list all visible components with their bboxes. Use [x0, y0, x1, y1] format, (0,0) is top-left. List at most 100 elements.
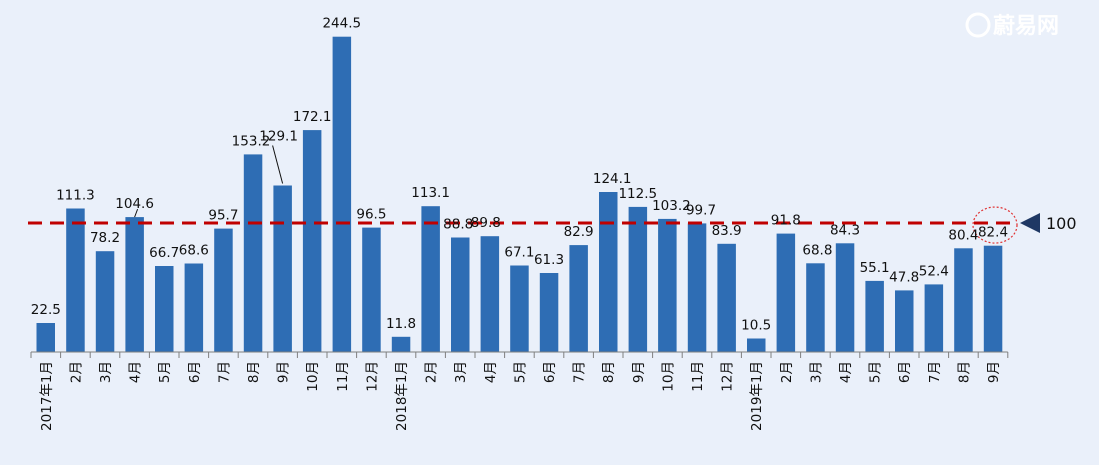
bar-22	[687, 223, 707, 352]
value-label-13: 113.1	[411, 185, 450, 201]
x-tick-label-0: 2017年1月	[39, 361, 55, 431]
bar-31	[954, 248, 973, 352]
bar-4	[155, 266, 174, 352]
value-label-6: 95.7	[208, 208, 238, 224]
bar-20	[628, 206, 648, 352]
bar-11	[362, 227, 381, 352]
bar-25	[776, 233, 796, 352]
bar-3	[125, 217, 144, 352]
x-axis	[30, 351, 1009, 358]
x-tick-label-14: 3月	[453, 361, 469, 383]
reference-line-label: 100	[1046, 214, 1077, 233]
bar-0	[36, 323, 55, 352]
bar-7	[243, 154, 263, 352]
reference-line-group: 100	[28, 206, 1077, 244]
x-tick-label-4: 5月	[157, 361, 173, 383]
watermark-text: 蔚易网	[993, 14, 1059, 39]
value-label-21: 103.2	[652, 198, 691, 214]
bar-12	[391, 336, 411, 352]
x-tick-label-24: 2019年1月	[749, 361, 765, 431]
x-tick-labels: 2017年1月 2月 3月 4月 5月 6月 7月 8月 9月 10月 11月 12月 2018年1月 2…	[39, 361, 1002, 431]
value-label-19: 124.1	[593, 171, 632, 187]
e-logo-icon	[965, 12, 991, 38]
value-label-31: 80.4	[948, 227, 978, 243]
bar-14	[451, 237, 470, 352]
bar-8	[273, 185, 292, 352]
bar-1	[66, 208, 85, 352]
x-tick-label-3: 4月	[128, 361, 144, 383]
value-label-16: 67.1	[504, 245, 534, 261]
bars-layer	[36, 36, 1003, 352]
bar-2	[95, 251, 115, 352]
bar-9	[302, 130, 322, 352]
bar-19	[599, 192, 618, 352]
reference-marker-icon	[1020, 213, 1040, 234]
value-label-8: 129.1	[259, 129, 298, 145]
bar-16	[510, 265, 529, 352]
bar-13	[421, 206, 440, 352]
x-tick-label-8: 9月	[276, 361, 292, 383]
bar-29	[895, 290, 914, 352]
value-label-2: 78.2	[90, 230, 120, 246]
value-label-11: 96.5	[356, 207, 386, 223]
bar-21	[658, 218, 677, 352]
value-label-32: 82.4	[978, 225, 1008, 241]
x-tick-label-31: 8月	[956, 361, 972, 383]
bar-6	[214, 228, 233, 352]
x-tick-label-29: 6月	[897, 361, 913, 383]
bar-10	[332, 36, 352, 352]
x-tick-label-5: 6月	[187, 361, 203, 383]
x-tick-label-7: 8月	[246, 361, 262, 383]
bar-18	[569, 245, 588, 352]
x-tick-label-32: 9月	[986, 361, 1002, 383]
x-tick-label-18: 7月	[572, 361, 588, 383]
x-tick-label-21: 10月	[660, 361, 676, 392]
x-tick-label-25: 2月	[779, 361, 795, 383]
x-tick-label-10: 11月	[335, 361, 351, 392]
x-tick-label-1: 2月	[68, 361, 84, 383]
value-label-17: 61.3	[534, 252, 564, 268]
bar-17	[539, 273, 559, 352]
watermark: 蔚易网	[965, 12, 1059, 39]
x-tick-label-23: 12月	[720, 361, 736, 392]
value-label-26: 68.8	[802, 242, 832, 258]
x-tick-label-15: 4月	[483, 361, 499, 383]
bar-26	[806, 263, 825, 352]
label-leader-line	[272, 145, 284, 184]
highlight-circle	[972, 206, 1018, 244]
x-tick-label-17: 6月	[542, 361, 558, 383]
x-tick-label-28: 5月	[868, 361, 884, 383]
value-label-29: 47.8	[889, 269, 919, 285]
value-label-7: 153.2	[232, 133, 271, 149]
x-tick-label-2: 3月	[98, 361, 114, 383]
label-leader-line	[134, 208, 139, 218]
value-label-20: 112.5	[618, 186, 657, 202]
value-label-27: 84.3	[830, 222, 860, 238]
bar-24	[747, 338, 766, 352]
bar-15	[480, 236, 500, 352]
value-label-5: 68.6	[179, 243, 209, 259]
bar-28	[865, 280, 884, 352]
value-label-9: 172.1	[293, 109, 332, 125]
value-label-15: 89.8	[471, 215, 501, 231]
value-label-10: 244.5	[322, 16, 361, 32]
bar-23	[717, 243, 736, 352]
x-tick-label-9: 10月	[305, 361, 321, 392]
bar-5	[184, 263, 204, 352]
bar-32	[983, 245, 1003, 352]
value-label-18: 82.9	[564, 224, 594, 240]
value-label-4: 66.7	[149, 245, 179, 261]
value-label-3: 104.6	[115, 196, 154, 212]
x-tick-label-12: 2018年1月	[394, 361, 410, 431]
value-labels: 22.5 111.3 78.2 104.6 66.7 68.6 95.7 153.2129.1…	[31, 16, 1008, 334]
value-label-14: 88.8	[443, 217, 473, 233]
value-label-22: 99.7	[686, 202, 716, 218]
value-label-28: 55.1	[860, 260, 890, 276]
value-label-23: 83.9	[712, 223, 742, 239]
x-tick-label-26: 3月	[808, 361, 824, 383]
x-tick-label-13: 2月	[424, 361, 440, 383]
x-tick-label-27: 4月	[838, 361, 854, 383]
x-tick-label-19: 8月	[601, 361, 617, 383]
